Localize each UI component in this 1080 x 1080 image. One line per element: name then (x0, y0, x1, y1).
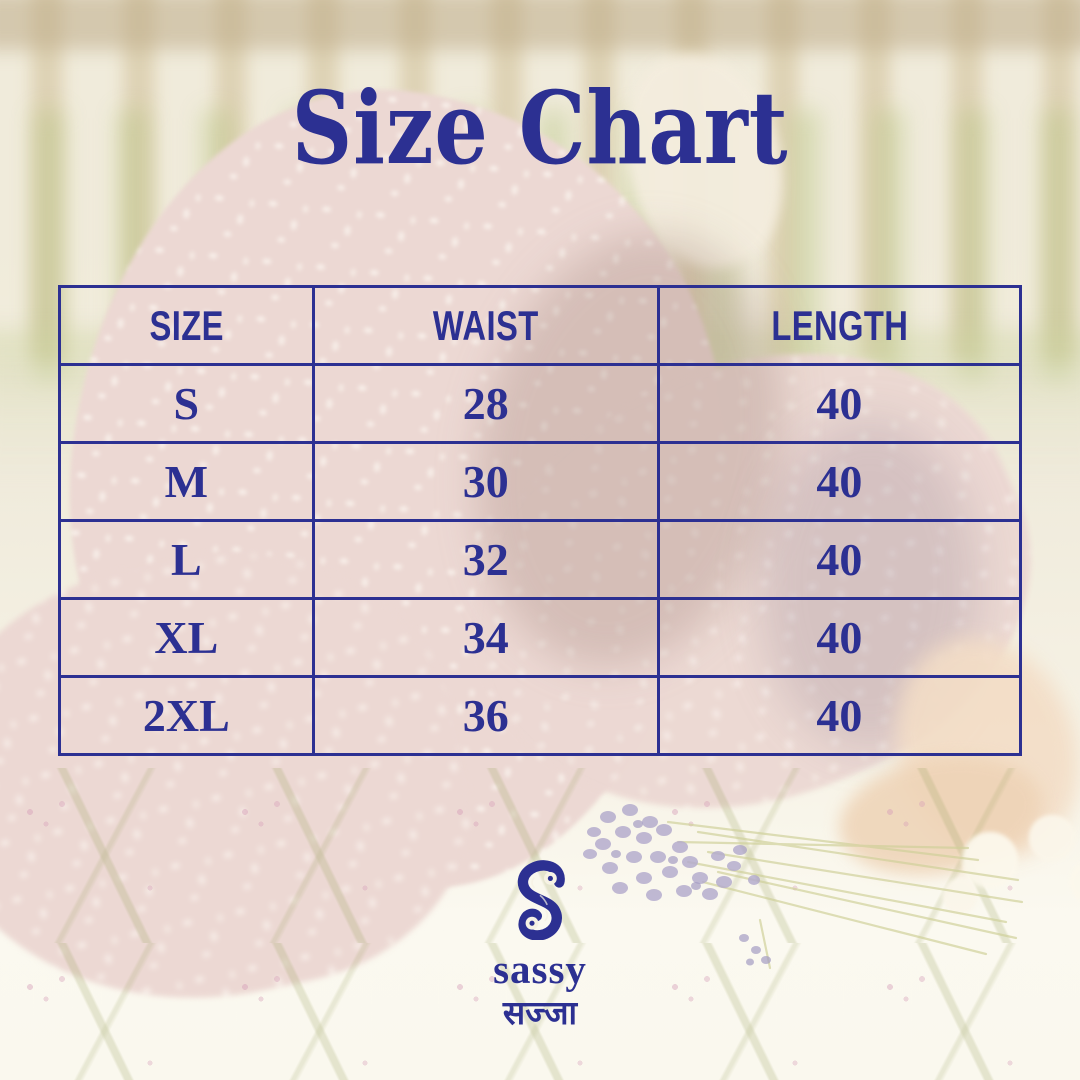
bg-blanket-sprig-pattern (0, 768, 1080, 1080)
length-value: 40 (816, 534, 863, 585)
bg-fence-rail (0, 0, 1080, 50)
size-value: S (173, 378, 200, 429)
size-value: L (171, 534, 202, 585)
size-value: M (164, 456, 209, 507)
page-title: Size Chart (291, 69, 789, 187)
waist-value: 30 (462, 456, 509, 507)
header-size: SIZE (58, 285, 315, 366)
table-row: L 32 40 (58, 519, 1023, 600)
waist-value: 36 (462, 690, 509, 741)
size-value: XL (154, 612, 219, 663)
brand-name-devanagari: सज्जा (502, 993, 578, 1032)
brand-monogram-icon (517, 860, 565, 940)
length-value: 40 (816, 378, 863, 429)
table-row: XL 34 40 (58, 597, 1023, 678)
bg-lavender-bouquet (548, 762, 1028, 977)
waist-value: 32 (462, 534, 509, 585)
length-value: 40 (816, 612, 863, 663)
header-waist: WAIST (311, 285, 660, 366)
waist-value: 28 (462, 378, 509, 429)
lavender-bouquet-icon (583, 804, 1024, 970)
table-row: 2XL 36 40 (58, 675, 1023, 756)
waist-value: 34 (462, 612, 509, 663)
size-value: 2XL (142, 690, 230, 741)
length-value: 40 (816, 690, 863, 741)
length-value: 40 (816, 456, 863, 507)
brand-name: sassy (493, 946, 587, 992)
table-row: M 30 40 (58, 441, 1023, 522)
brand-logo: sassy सज्जा (0, 860, 1080, 1031)
header-length: LENGTH (656, 285, 1023, 366)
size-chart-table: SIZE WAIST LENGTH S 28 40 M 30 40 L 32 4… (58, 285, 1023, 756)
table-row: S 28 40 (58, 363, 1023, 444)
table-header-row: SIZE WAIST LENGTH (58, 285, 1023, 366)
